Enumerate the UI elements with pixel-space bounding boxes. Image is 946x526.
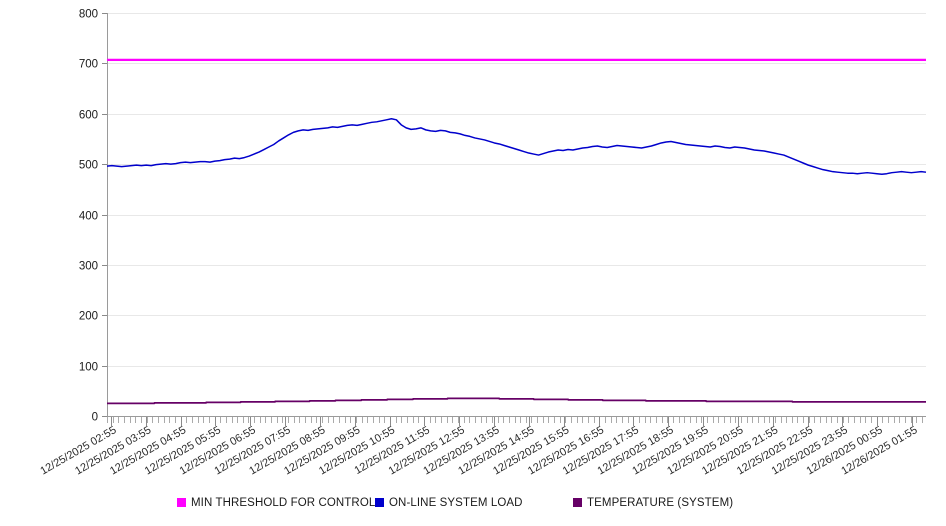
y-tick-marks [102, 13, 107, 417]
y-tick-label: 200 [79, 311, 98, 323]
legend-item-label: MIN THRESHOLD FOR CONTROL [191, 497, 376, 509]
legend-item-label: ON-LINE SYSTEM LOAD [389, 497, 523, 509]
y-tick-label: 800 [79, 9, 98, 21]
data-series-group [106, 58, 927, 405]
y-tick-label: 500 [79, 160, 98, 172]
legend-swatch-purple [573, 498, 582, 507]
y-tick-label: 300 [79, 261, 98, 273]
y-tick-label: 400 [79, 211, 98, 223]
y-axis-tick-labels: 0 100 200 300 400 500 600 700 800 [79, 9, 98, 424]
legend-swatch-magenta [177, 498, 186, 507]
y-gridlines [107, 13, 926, 367]
y-tick-label: 0 [92, 412, 98, 424]
legend-swatch-blue [375, 498, 384, 507]
legend-item-label: TEMPERATURE (SYSTEM) [587, 497, 733, 509]
x-major-tick-marks [111, 417, 913, 426]
plot-area-background [107, 13, 926, 416]
series-line-on-line-system-load [106, 118, 927, 175]
y-tick-label: 600 [79, 110, 98, 122]
y-tick-label: 100 [79, 362, 98, 374]
chart-legend: MIN THRESHOLD FOR CONTROL ON-LINE SYSTEM … [177, 497, 733, 509]
series-line-temperature-system [107, 397, 926, 405]
y-tick-label: 700 [79, 59, 98, 71]
